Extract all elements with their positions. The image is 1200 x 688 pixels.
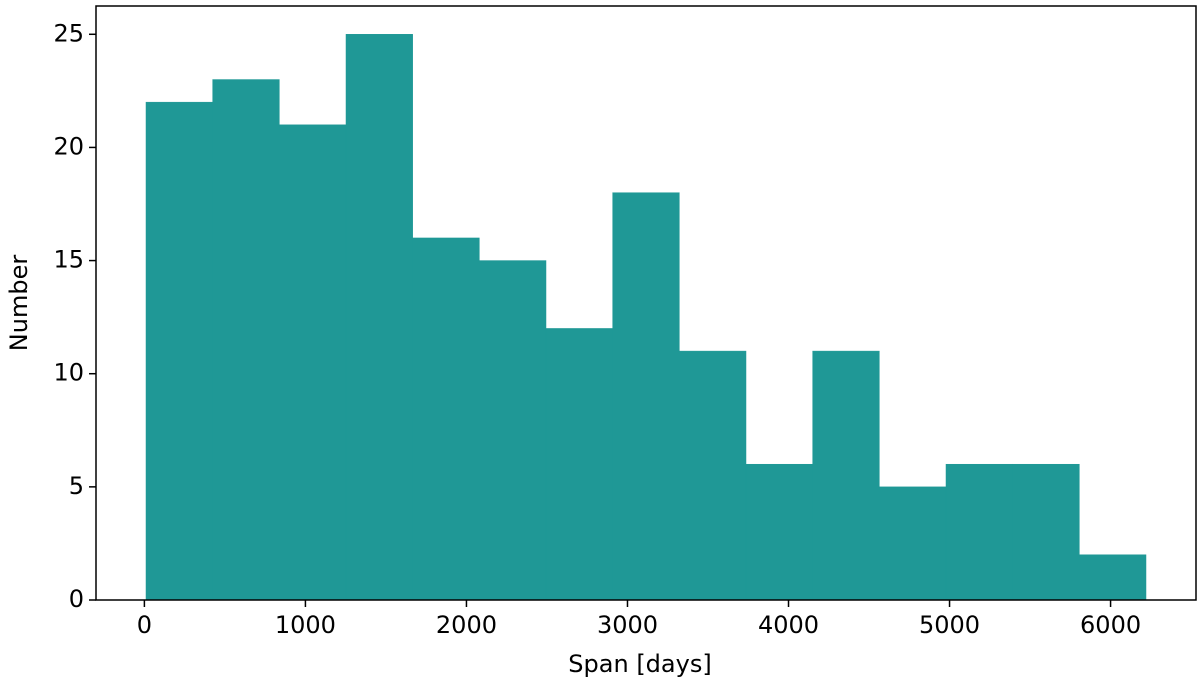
bar [145,101,213,601]
bar [679,350,747,601]
x-tick-label: 5000 [919,611,980,639]
x-tick-label: 0 [137,611,152,639]
bar [412,237,480,601]
bar [279,124,347,601]
y-tick-label: 10 [53,359,84,387]
y-tick-label: 0 [69,585,84,613]
x-axis-label: Span [days] [568,650,711,678]
bar [879,486,947,601]
bar [945,463,1013,601]
plot-frame [95,5,1197,601]
x-tick-label: 3000 [597,611,658,639]
y-tick-label: 25 [53,19,84,47]
bar [812,350,880,601]
bar [345,34,413,601]
x-tick-label: 2000 [436,611,497,639]
bar [479,260,547,601]
bar [612,192,680,601]
x-tick-label: 1000 [275,611,336,639]
bar [545,328,613,601]
bar [1079,554,1147,601]
y-tick-label: 20 [53,132,84,160]
bar [212,79,280,601]
y-tick-label: 5 [69,472,84,500]
y-tick-label: 15 [53,246,84,274]
x-tick-label: 4000 [758,611,819,639]
y-axis-label: Number [5,255,33,352]
bar [1012,463,1080,601]
bar [745,463,813,601]
x-tick-label: 6000 [1080,611,1141,639]
